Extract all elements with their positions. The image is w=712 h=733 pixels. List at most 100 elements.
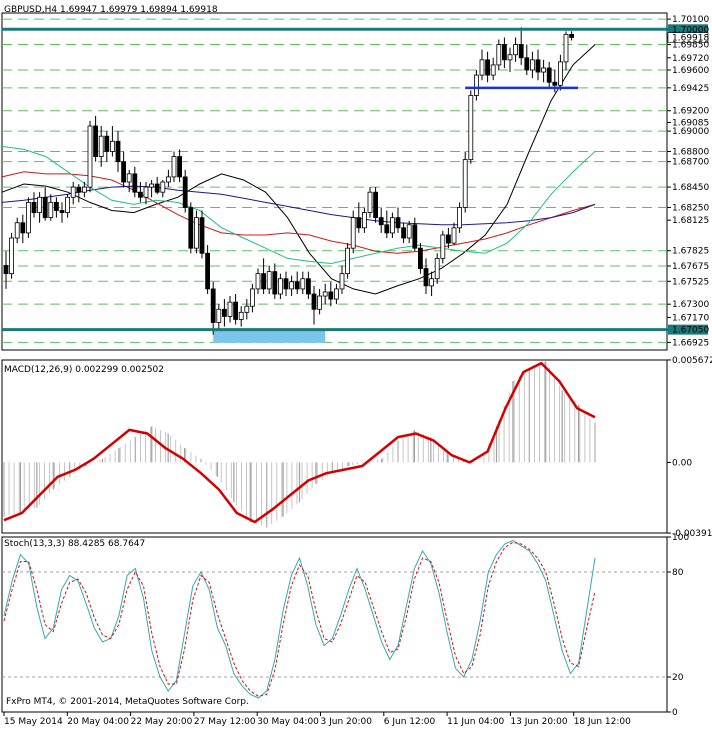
stoch-header: Stoch(13,3,3) 88.4285 68.7647 <box>4 539 145 549</box>
open-value: 1.69947 <box>60 5 98 15</box>
time-label-7: 11 Jun 04:00 <box>447 717 504 727</box>
candle-body <box>300 278 306 290</box>
moving-average-1 <box>1 171 596 254</box>
candle-body <box>149 183 155 188</box>
highlight-box <box>213 329 326 343</box>
price-label-9: 1.69000 <box>672 127 709 137</box>
candle-body <box>373 191 379 219</box>
candle-body <box>563 33 569 63</box>
candle-body <box>317 295 323 310</box>
price-label-18: 1.67300 <box>672 300 709 310</box>
price-label-4: 1.69720 <box>672 54 709 64</box>
candle-body <box>249 288 255 307</box>
candle-54 <box>305 271 311 300</box>
macd-axis-label-1: 0.00 <box>672 458 692 468</box>
candle-body <box>412 224 418 249</box>
candle-96 <box>541 59 546 83</box>
candle-body <box>569 33 574 38</box>
candle-body <box>535 59 541 73</box>
candle-body <box>3 265 9 275</box>
candle-69 <box>389 212 395 239</box>
candle-71 <box>401 222 407 244</box>
candle-67 <box>378 207 384 233</box>
time-label-2: 22 May 20:00 <box>131 717 193 727</box>
candle-44 <box>249 283 255 313</box>
candle-body <box>132 173 138 193</box>
candle-body <box>70 186 76 198</box>
candle-95 <box>535 49 541 81</box>
candle-26 <box>149 179 155 198</box>
candle-70 <box>395 207 401 233</box>
candle-53 <box>300 271 306 295</box>
candle-body <box>384 224 390 234</box>
candle-3 <box>20 214 26 244</box>
candle-80 <box>451 222 457 246</box>
candle-body <box>322 291 328 297</box>
candle-101 <box>569 31 574 41</box>
candle-body <box>115 140 121 163</box>
price-label-17: 1.67525 <box>672 277 709 287</box>
candle-60 <box>339 265 345 295</box>
candle-46 <box>261 258 267 295</box>
macd-header: MACD(12,26,9) 0.002299 0.002502 <box>4 365 164 375</box>
candle-body <box>171 156 177 178</box>
stoch-axis-label-1: 80 <box>672 568 684 578</box>
candle-body <box>289 281 295 290</box>
candle-body <box>552 81 558 86</box>
candle-81 <box>457 202 463 233</box>
candle-68 <box>384 210 390 239</box>
candle-29 <box>165 169 171 188</box>
candle-body <box>272 271 278 295</box>
candle-body <box>513 44 518 56</box>
price-label-3: 1.69850 <box>672 41 709 51</box>
candle-body <box>294 281 300 290</box>
candle-body <box>339 273 345 290</box>
candle-body <box>361 212 367 229</box>
time-axis: 15 May 2014 20 May 04:00 22 May 20:00 27 Ma… <box>3 712 631 727</box>
candle-body <box>389 217 395 234</box>
candle-body <box>406 224 412 239</box>
candle-33 <box>188 202 194 254</box>
candle-28 <box>160 179 166 198</box>
candle-11 <box>65 194 70 218</box>
candle-body <box>524 57 530 71</box>
price-label-21: 1.66925 <box>672 338 709 348</box>
candle-85 <box>479 49 485 81</box>
moving-average-0 <box>1 44 596 295</box>
candle-7 <box>42 187 48 221</box>
candle-body <box>507 54 513 61</box>
candle-body <box>305 278 311 295</box>
candle-body <box>165 176 171 183</box>
candle-body <box>378 217 384 226</box>
high-value: 1.69979 <box>100 5 138 15</box>
symbol-label: GBPUSD,H4 <box>4 5 58 15</box>
candle-4 <box>25 197 31 239</box>
candle-body <box>42 196 48 219</box>
candle-75 <box>423 258 429 295</box>
candle-78 <box>440 230 446 264</box>
candle-74 <box>417 243 423 274</box>
candle-body <box>356 217 362 229</box>
candle-body <box>160 181 166 193</box>
candle-0 <box>3 251 9 289</box>
time-label-9: 18 Jun 12:00 <box>574 717 631 727</box>
price-label-6: 1.69425 <box>672 84 709 94</box>
candle-body <box>462 159 468 208</box>
candle-body <box>177 156 183 178</box>
candle-24 <box>137 182 143 203</box>
candle-57 <box>322 283 328 305</box>
stoch-line-0 <box>3 539 596 699</box>
candle-body <box>328 291 334 300</box>
candle-body <box>48 201 54 219</box>
low-value: 1.69894 <box>140 5 178 15</box>
candle-82 <box>462 151 468 213</box>
candle-body <box>255 273 261 290</box>
candle-91 <box>513 37 518 62</box>
candle-body <box>193 217 199 249</box>
moving-average-3 <box>1 145 596 265</box>
candle-body <box>311 293 317 310</box>
candle-body <box>501 44 507 61</box>
candle-43 <box>244 299 250 320</box>
